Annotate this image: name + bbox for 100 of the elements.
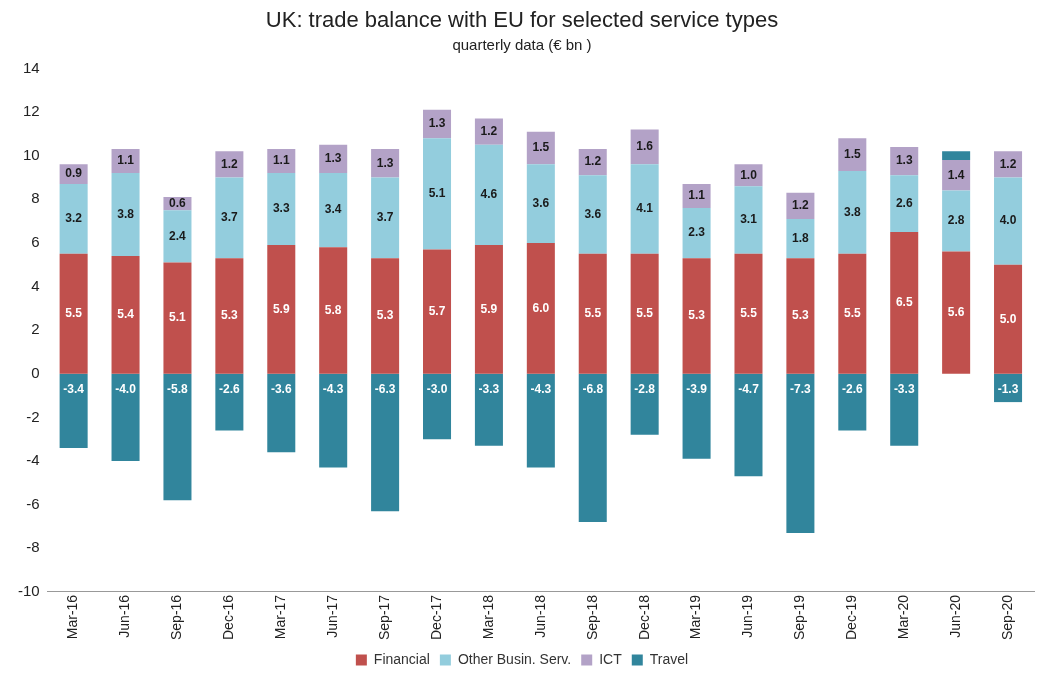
x-tick-label: Jun-19: [739, 594, 756, 638]
data-label: 5.1: [169, 310, 187, 325]
data-label: 1.1: [272, 153, 290, 168]
bar: [474, 245, 503, 374]
bar: [319, 247, 348, 374]
y-tick-label: -8: [26, 538, 40, 556]
data-label: 6.5: [895, 295, 913, 310]
data-label: -4.3: [530, 382, 552, 397]
bar: [786, 218, 815, 259]
bar: [111, 373, 140, 461]
bar: [526, 164, 555, 243]
data-label: 2.6: [895, 195, 913, 210]
x-tick-label: Sep-17: [375, 594, 392, 641]
data-label: 3.6: [584, 206, 602, 221]
y-tick-label: 0: [31, 363, 40, 381]
x-tick-label: Mar-20: [895, 594, 912, 640]
x-tick-label: Dec-19: [843, 594, 860, 640]
data-label: -4.0: [115, 382, 137, 397]
data-label: 5.4: [117, 307, 135, 322]
bar: [59, 184, 88, 254]
bar: [838, 253, 867, 374]
bar: [942, 190, 971, 252]
bar: [423, 249, 452, 374]
bar: [734, 373, 763, 477]
bar: [734, 186, 763, 254]
bar: [474, 373, 503, 446]
data-label: 3.8: [117, 206, 135, 221]
data-label: 1.6: [636, 139, 654, 154]
bar: [215, 177, 244, 259]
data-label: 5.3: [221, 308, 239, 323]
data-label: 1.3: [428, 116, 446, 131]
y-tick-label: -6: [26, 494, 40, 512]
y-tick-label: 8: [31, 189, 40, 207]
data-label: 5.3: [376, 308, 394, 323]
x-tick-label: Dec-17: [427, 594, 444, 640]
data-label: 1.3: [376, 155, 394, 170]
data-label: 5.5: [584, 306, 602, 321]
data-label: 1.2: [999, 156, 1017, 171]
data-label: -3.6: [270, 382, 292, 397]
x-tick-label: Jun-17: [324, 594, 341, 638]
y-tick-label: 10: [22, 145, 40, 163]
data-label: -6.8: [582, 382, 604, 397]
x-tick-label: Sep-19: [791, 594, 808, 641]
data-label: 1.2: [221, 156, 239, 171]
bar: [474, 144, 503, 246]
data-label: 1.5: [843, 146, 861, 161]
bar: [267, 173, 296, 246]
data-label: 4.6: [480, 187, 498, 202]
bar: [526, 373, 555, 468]
y-tick-label: 4: [31, 276, 40, 294]
y-tick-label: -2: [26, 407, 40, 425]
bar: [786, 258, 815, 374]
data-label: 3.7: [376, 210, 394, 225]
bar: [371, 258, 400, 374]
data-label: 1.5: [532, 140, 550, 155]
bar: [111, 255, 140, 374]
data-label: -1.3: [997, 382, 1019, 397]
data-label: 5.0: [999, 311, 1017, 326]
bar: [838, 170, 867, 254]
bar: [267, 373, 296, 453]
x-tick-label: Mar-16: [64, 594, 81, 640]
data-label: 2.4: [169, 228, 187, 243]
data-label: -3.4: [63, 382, 85, 397]
bar: [994, 264, 1023, 374]
legend-label: Financial: [373, 650, 430, 667]
bar: [682, 373, 711, 459]
x-tick-label: Jun-16: [116, 594, 133, 638]
legend-label: ICT: [599, 650, 623, 667]
data-label: -3.9: [686, 382, 708, 397]
data-label: -2.6: [219, 382, 241, 397]
data-label: -3.3: [893, 382, 915, 397]
bar: [838, 373, 867, 431]
bar: [59, 373, 88, 448]
bar: [786, 373, 815, 533]
data-label: -2.6: [841, 382, 863, 397]
y-tick-label: 12: [22, 102, 40, 120]
data-label: -4.3: [322, 382, 344, 397]
chart-title: UK: trade balance with EU for selected service types: [265, 7, 779, 33]
x-tick-label: Sep-16: [168, 594, 185, 641]
bar: [682, 258, 711, 374]
bar: [734, 253, 763, 374]
x-tick-label: Mar-17: [272, 594, 289, 640]
data-label: 3.6: [532, 195, 550, 210]
bar: [526, 242, 555, 374]
data-label: 5.9: [272, 301, 290, 316]
bar: [942, 251, 971, 374]
bar: [890, 373, 919, 446]
data-label: 3.8: [843, 204, 861, 219]
data-label: 3.3: [272, 201, 290, 216]
bar: [994, 177, 1023, 265]
data-label: -4.7: [738, 382, 760, 397]
data-label: -3.0: [426, 382, 448, 397]
bar: [215, 258, 244, 374]
bar: [578, 175, 607, 254]
data-label: 4.0: [999, 213, 1017, 228]
data-label: 6.0: [532, 300, 550, 315]
data-label: 1.2: [480, 123, 498, 138]
data-label: 1.8: [792, 230, 810, 245]
data-label: 1.2: [792, 198, 810, 213]
bar: [630, 253, 659, 374]
